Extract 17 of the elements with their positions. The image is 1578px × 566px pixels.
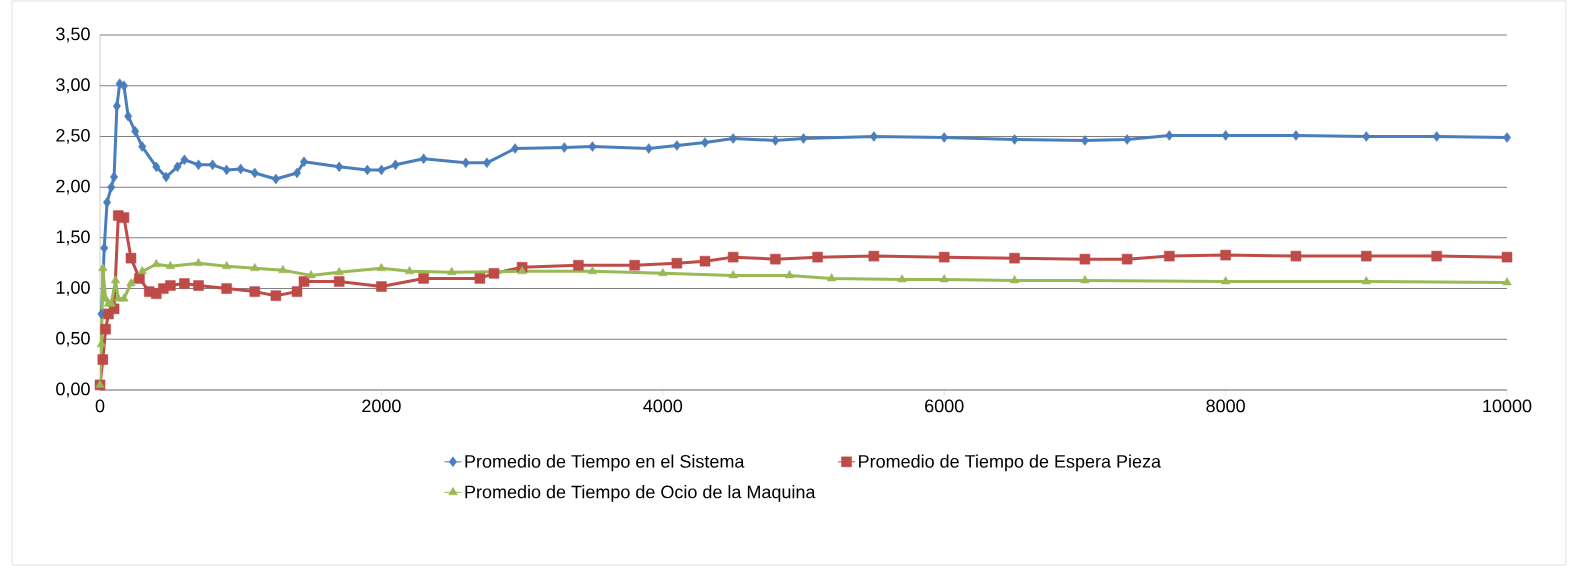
legend-label: Promedio de Tiempo de Ocio de la Maquina	[465, 485, 816, 502]
y-tick-label: 1,50	[56, 230, 90, 246]
x-tick-label: 10000	[1483, 399, 1532, 413]
legend-label: Promedio de Tiempo en el Sistema	[465, 454, 745, 472]
legend-label: Promedio de Tiempo de Espera Pieza	[859, 454, 1162, 472]
x-tick-label: 8000	[1206, 399, 1245, 413]
y-tick-label: 0,50	[56, 331, 90, 347]
x-tick-label: 0	[95, 399, 105, 413]
y-tick-label: 2,00	[56, 179, 90, 195]
x-tick-label: 6000	[925, 399, 964, 413]
y-tick-label: 2,50	[56, 128, 90, 144]
x-tick-label: 2000	[362, 399, 401, 413]
y-tick-label: 1,00	[56, 281, 90, 297]
y-tick-label: 3,50	[56, 27, 90, 43]
y-tick-label: 3,00	[56, 78, 90, 94]
x-tick-label: 4000	[643, 399, 683, 413]
y-tick-label: 0,00	[56, 382, 90, 398]
